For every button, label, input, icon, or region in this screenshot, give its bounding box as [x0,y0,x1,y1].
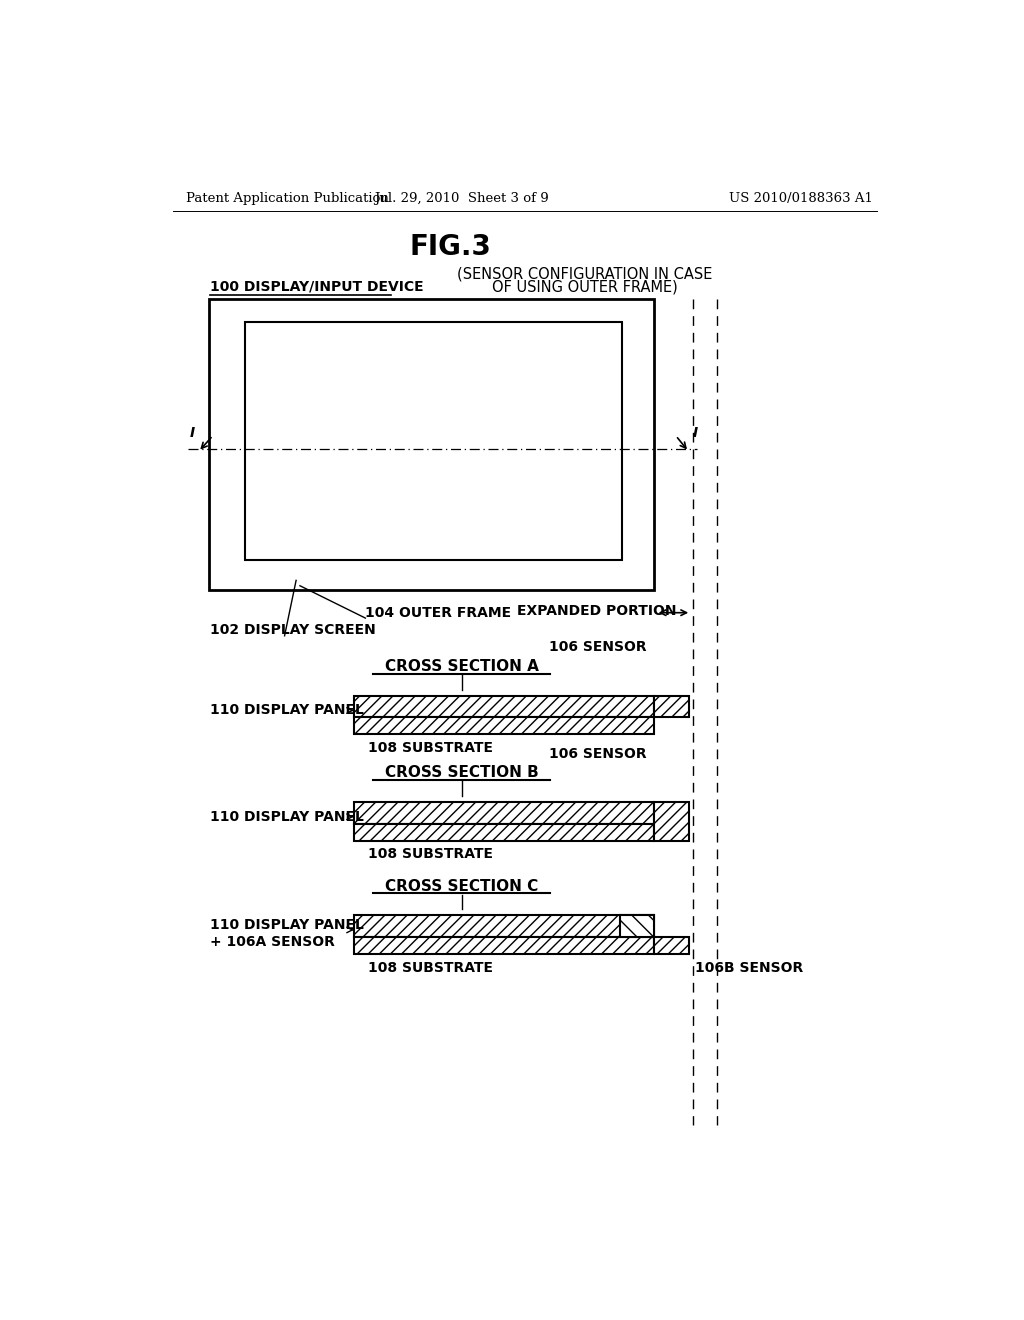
Text: 110 DISPLAY PANEL
+ 106A SENSOR: 110 DISPLAY PANEL + 106A SENSOR [210,919,364,949]
Bar [654,696,689,718]
Bar [354,915,654,937]
Text: US 2010/0188363 A1: US 2010/0188363 A1 [728,191,872,205]
Text: I: I [189,425,195,440]
Text: OF USING OUTER FRAME): OF USING OUTER FRAME) [492,280,678,294]
Text: 106B SENSOR: 106B SENSOR [695,961,803,974]
Text: 110 DISPLAY PANEL: 110 DISPLAY PANEL [210,704,364,718]
Bar [354,803,654,824]
Text: Jul. 29, 2010  Sheet 3 of 9: Jul. 29, 2010 Sheet 3 of 9 [375,191,549,205]
Text: CROSS SECTION A: CROSS SECTION A [385,659,539,675]
Text: 110 DISPLAY PANEL: 110 DISPLAY PANEL [210,809,364,824]
Bar [209,300,654,590]
Text: 106 SENSOR: 106 SENSOR [549,640,646,655]
Text: CROSS SECTION C: CROSS SECTION C [385,879,539,894]
Text: EXPANDED PORTION: EXPANDED PORTION [517,605,677,618]
Bar [654,803,689,841]
Text: 108 SUBSTRATE: 108 SUBSTRATE [369,961,494,974]
Text: I: I [692,425,697,440]
Text: (SENSOR CONFIGURATION IN CASE: (SENSOR CONFIGURATION IN CASE [457,267,713,281]
Text: 100 DISPLAY/INPUT DEVICE: 100 DISPLAY/INPUT DEVICE [210,279,424,293]
Text: 106 SENSOR: 106 SENSOR [549,747,646,760]
Text: 104 OUTER FRAME: 104 OUTER FRAME [366,606,512,619]
Bar [354,696,654,718]
Bar [654,937,689,954]
Text: Patent Application Publication: Patent Application Publication [186,191,389,205]
Bar [354,937,654,954]
Bar [245,322,622,561]
Text: CROSS SECTION B: CROSS SECTION B [385,766,539,780]
Text: 102 DISPLAY SCREEN: 102 DISPLAY SCREEN [210,623,376,638]
Bar [354,824,654,841]
Text: 108 SUBSTRATE: 108 SUBSTRATE [369,742,494,755]
Text: FIG.3: FIG.3 [410,232,492,261]
Bar [354,718,654,734]
Bar [620,915,654,937]
Text: 108 SUBSTRATE: 108 SUBSTRATE [369,847,494,862]
